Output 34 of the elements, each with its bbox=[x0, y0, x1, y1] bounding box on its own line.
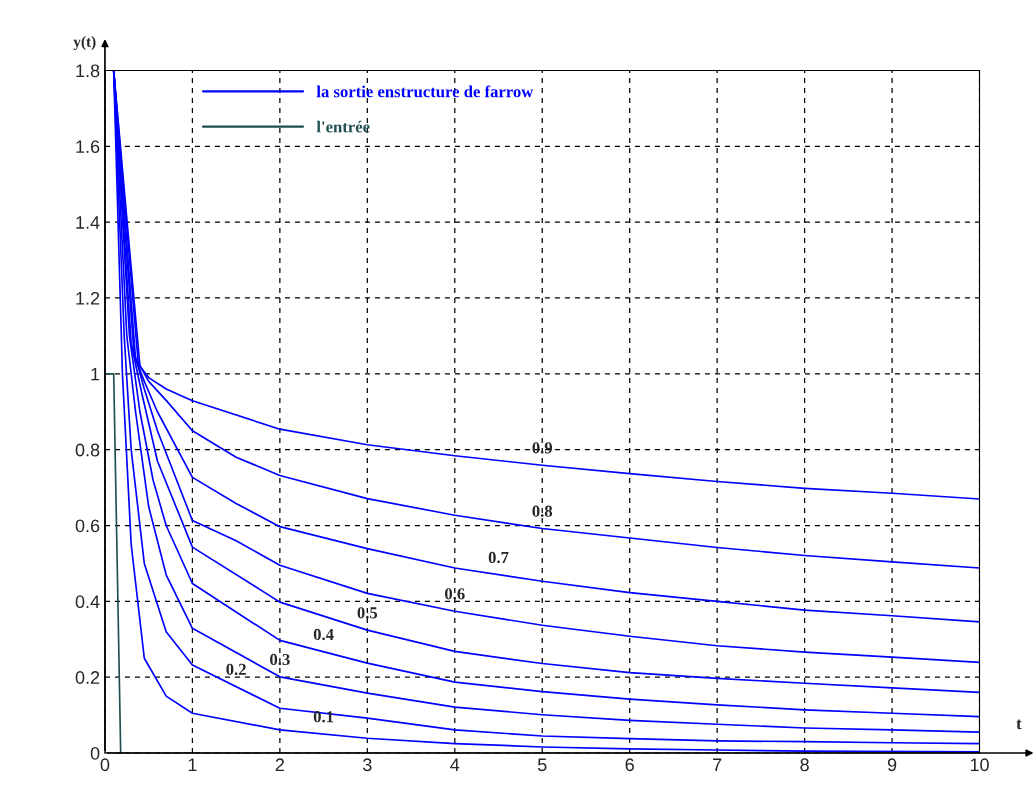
text: l'entrée bbox=[316, 120, 370, 133]
y-tick-label: 0.8 bbox=[75, 443, 100, 457]
annotation: 0.5 bbox=[357, 607, 378, 619]
x-tick-label: 10 bbox=[970, 758, 989, 772]
x-tick-label: 8 bbox=[800, 758, 809, 772]
y-tick-label: 1 bbox=[91, 367, 100, 381]
y-tick-label: 0.4 bbox=[75, 595, 100, 609]
annotation: 0.9 bbox=[532, 442, 553, 454]
y-axis-title: y(t) bbox=[73, 36, 96, 50]
annotation: 0.1 bbox=[313, 711, 334, 723]
x-tick-label: 5 bbox=[537, 758, 547, 772]
y-tick-label: 0.6 bbox=[75, 519, 100, 533]
x-tick-label: 3 bbox=[362, 758, 372, 772]
x-tick-label: 2 bbox=[275, 758, 284, 771]
y-tick-label: 0 bbox=[90, 746, 100, 760]
x-axis-title: t bbox=[1016, 719, 1022, 730]
y-tick-label: 0.2 bbox=[75, 671, 100, 684]
annotation: 0.7 bbox=[488, 551, 509, 564]
x-tick-label: 9 bbox=[887, 758, 897, 772]
annotation: 0.8 bbox=[532, 505, 553, 517]
annotation: 0.4 bbox=[313, 628, 334, 641]
annotation: 0.2 bbox=[226, 663, 246, 676]
x-tick-label: 4 bbox=[450, 758, 460, 771]
x-tick-label: 1 bbox=[188, 758, 197, 771]
y-tick-label: 1.6 bbox=[76, 140, 100, 154]
y-tick-label: 1.4 bbox=[76, 216, 100, 229]
x-tick-label: 0 bbox=[100, 758, 110, 772]
x-tick-label: 7 bbox=[713, 758, 722, 771]
y-tick-label: 1.2 bbox=[76, 291, 100, 305]
annotation: 0.6 bbox=[445, 588, 465, 600]
y-tick-label: 1.8 bbox=[76, 64, 100, 78]
x-tick-label: 6 bbox=[625, 758, 634, 772]
text: la sortie enstructure de farrow bbox=[316, 85, 534, 98]
annotation: 0.3 bbox=[270, 653, 290, 666]
